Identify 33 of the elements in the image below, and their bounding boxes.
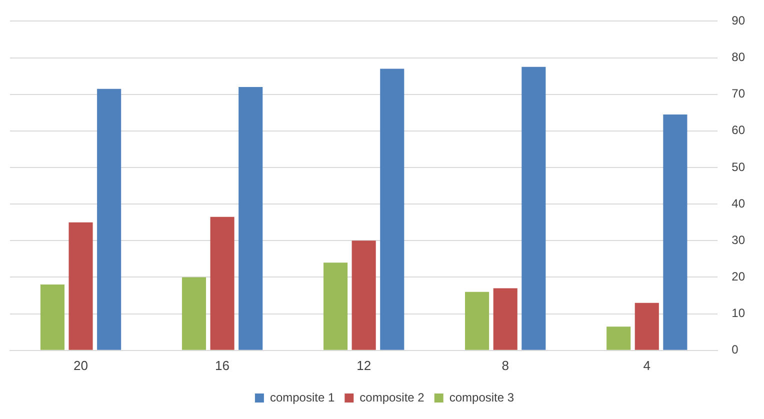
bar: [465, 292, 490, 350]
y-tick-label: 60: [732, 123, 746, 138]
x-tick-label: 4: [643, 358, 651, 373]
x-tick-label: 8: [502, 358, 509, 373]
bar: [352, 240, 376, 350]
y-tick-label: 0: [732, 342, 739, 357]
y-tick-label: 10: [732, 306, 746, 320]
bar: [210, 216, 234, 350]
y-tick-label: 30: [732, 232, 746, 247]
y-tick-label: 70: [732, 86, 746, 101]
bar: [238, 87, 263, 350]
bar: [493, 288, 518, 350]
y-tick-label: 50: [732, 160, 746, 174]
x-tick-label: 16: [215, 358, 230, 373]
legend-label: composite 1: [270, 390, 335, 404]
bar: [323, 262, 348, 350]
bar: [97, 88, 122, 350]
legend-label: composite 3: [449, 390, 514, 404]
y-tick-label: 80: [732, 50, 746, 64]
bar: [634, 302, 659, 350]
bar: [40, 284, 64, 350]
legend-label: composite 2: [360, 390, 425, 404]
x-tick-label: 12: [356, 358, 372, 373]
bar: [182, 277, 206, 350]
bar: [663, 114, 688, 350]
y-tick-label: 20: [732, 270, 746, 284]
bar: [606, 326, 631, 350]
y-tick-label: 40: [732, 196, 746, 210]
y-tick-label: 90: [732, 14, 746, 28]
bar: [522, 66, 546, 350]
bar: [380, 68, 404, 350]
x-tick-label: 20: [74, 358, 88, 373]
bar: [68, 222, 93, 350]
